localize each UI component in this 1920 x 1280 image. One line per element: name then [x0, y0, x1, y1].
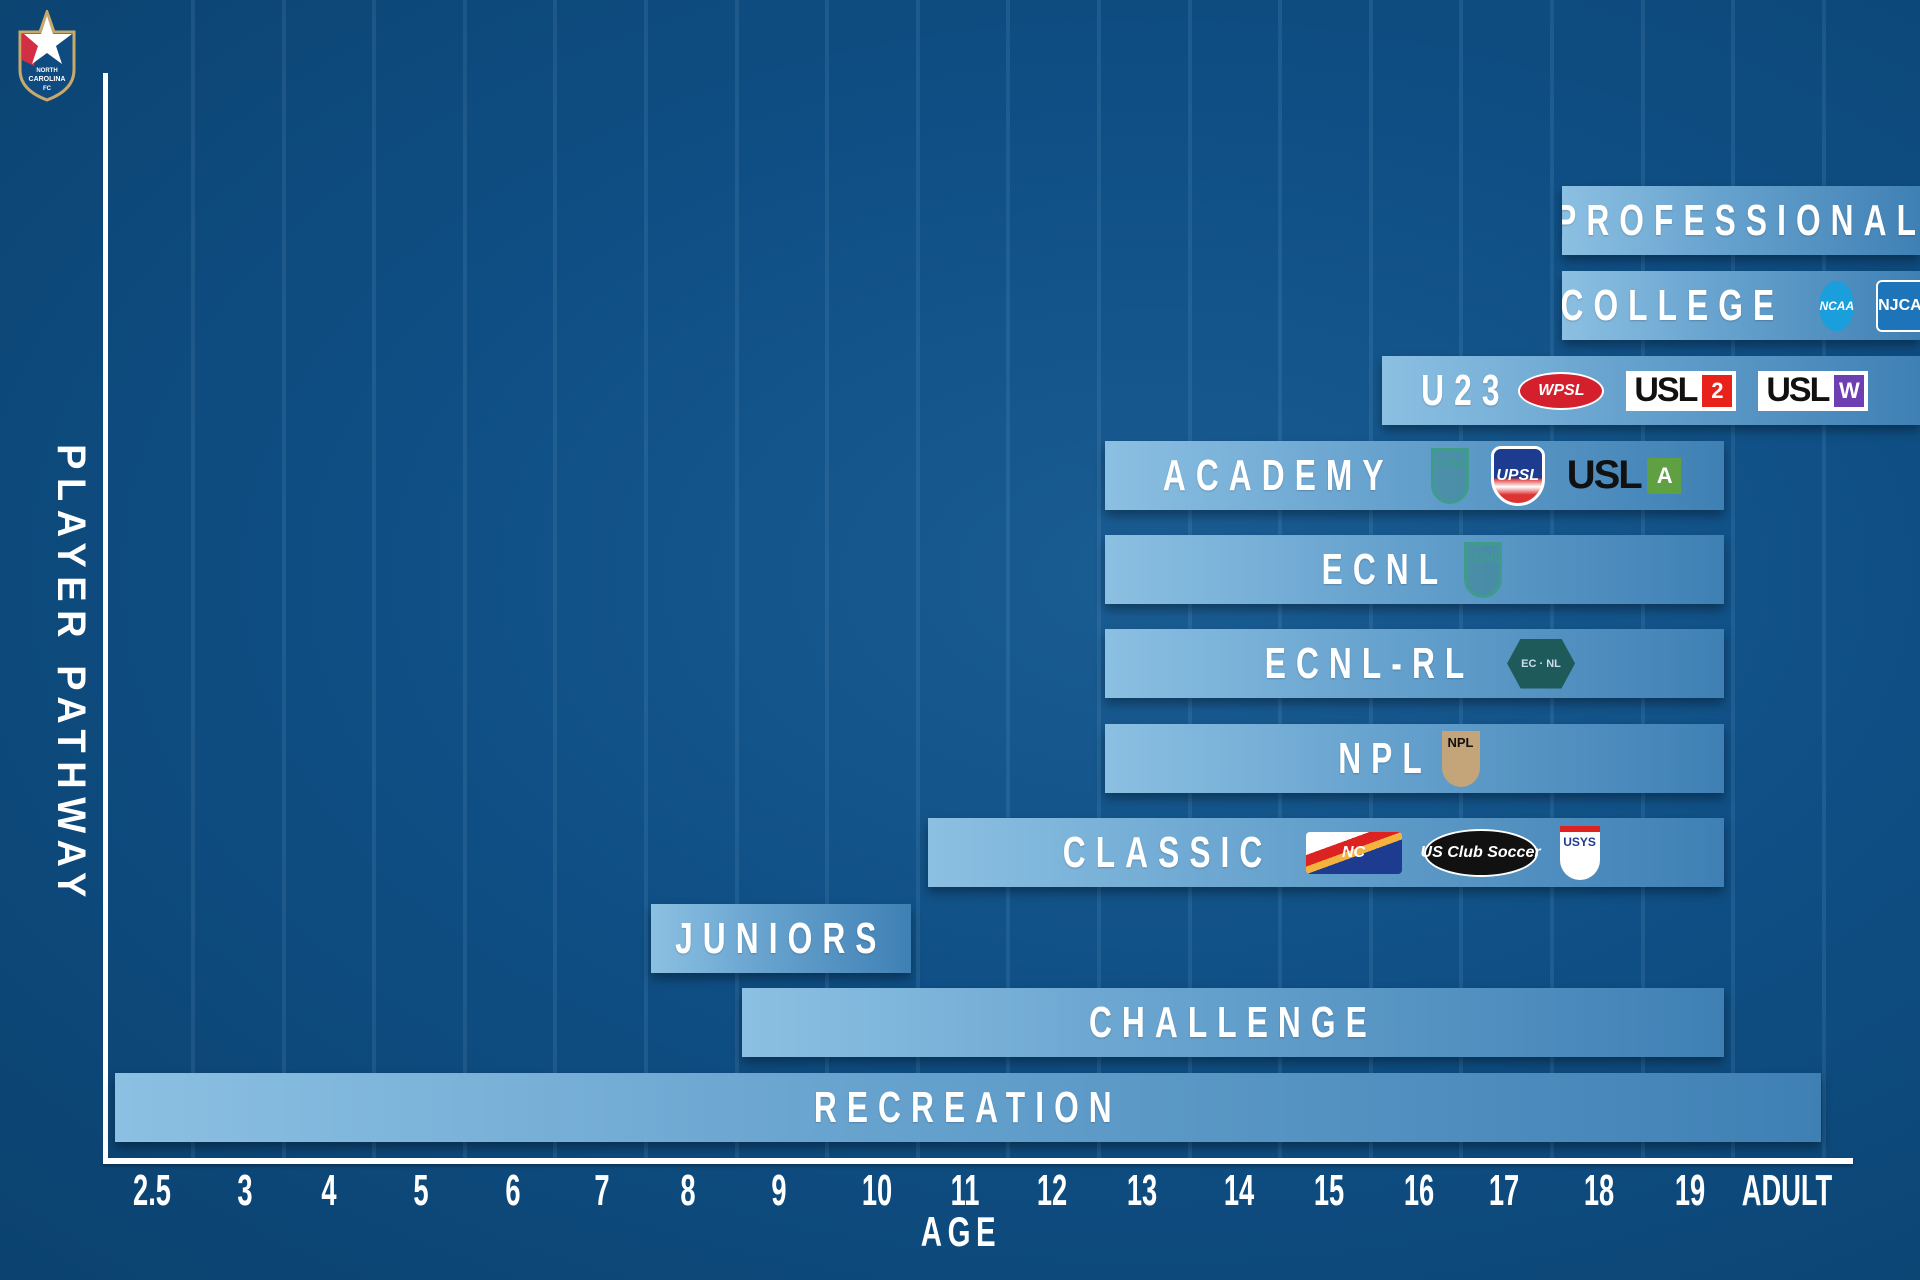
logo-text: NPL — [1447, 734, 1474, 750]
bar-label: JUNIORS — [675, 913, 887, 963]
x-tick-label: 11 — [950, 1166, 980, 1215]
ncaa-logo: NCAA — [1819, 280, 1855, 331]
logo-text: USL — [1634, 371, 1698, 409]
nc-youth-soccer-logo: NC — [1305, 831, 1402, 874]
gridline — [553, 0, 558, 1160]
usl2-logo: USL 2 — [1626, 370, 1737, 411]
logo-badge: A — [1646, 457, 1681, 494]
x-tick-label: 10 — [861, 1166, 893, 1215]
logo-text: EC · NL — [1521, 657, 1561, 670]
ecnl-logo: ECNL — [1464, 541, 1503, 598]
bar-label: ACADEMY — [1163, 450, 1394, 500]
bar-challenge: CHALLENGE — [742, 988, 1724, 1057]
bar-u23: U23 WPSL USL 2 USL W — [1382, 356, 1920, 425]
upsl-logo: UPSL — [1490, 445, 1545, 506]
x-axis-title: AGE — [920, 1208, 1002, 1255]
ecnl-logo: ECNL — [1430, 447, 1469, 504]
x-tick-label: 14 — [1223, 1166, 1255, 1215]
uslw-logo: USL W — [1758, 370, 1869, 411]
x-tick-label: 7 — [594, 1166, 610, 1215]
logo-text: WPSL — [1538, 381, 1585, 399]
logo-text: USYS — [1563, 834, 1596, 849]
ecnl-rl-logo: EC · NL — [1507, 638, 1576, 689]
wpsl-logo: WPSL — [1518, 371, 1605, 410]
x-tick-label: 17 — [1488, 1166, 1520, 1215]
bar-ecnl-rl: ECNL-RL EC · NL — [1105, 629, 1724, 698]
x-tick-label: 16 — [1403, 1166, 1435, 1215]
x-tick-label: 2.5 — [133, 1166, 171, 1215]
x-tick-label: 15 — [1313, 1166, 1345, 1215]
gridline — [1821, 0, 1826, 1160]
logo-badge: W — [1834, 374, 1865, 407]
x-tick-label: 5 — [413, 1166, 429, 1215]
gridline — [1731, 0, 1736, 1160]
logo-text: UPSL — [1496, 466, 1540, 484]
bar-classic: CLASSIC NC US Club Soccer USYS — [928, 818, 1724, 887]
x-tick-label: 8 — [680, 1166, 696, 1215]
bar-label: PROFESSIONAL — [1562, 195, 1920, 245]
x-tick-label: 6 — [505, 1166, 521, 1215]
x-axis-line — [103, 1158, 1853, 1164]
gridline — [915, 0, 920, 1160]
bar-label: COLLEGE — [1562, 280, 1784, 330]
gridline — [825, 0, 830, 1160]
logo-text: NC — [1342, 843, 1366, 861]
logo-text: NJCAA — [1878, 296, 1920, 314]
logo-text: ECNL — [1430, 454, 1469, 471]
logo-text: USL — [1566, 453, 1643, 497]
svg-text:NORTH: NORTH — [36, 68, 57, 74]
x-tick-label: 12 — [1036, 1166, 1068, 1215]
bar-label: CHALLENGE — [1089, 997, 1377, 1047]
bar-label: ECNL-RL — [1264, 638, 1475, 688]
npl-logo: NPL — [1441, 730, 1480, 787]
gridline — [734, 0, 739, 1160]
bar-juniors: JUNIORS — [651, 904, 911, 973]
svg-text:FC: FC — [43, 86, 52, 92]
y-axis-line — [103, 73, 108, 1163]
bar-label: ECNL — [1321, 544, 1448, 594]
svg-text:CAROLINA: CAROLINA — [29, 76, 66, 83]
logo-badge: 2 — [1702, 374, 1733, 407]
x-tick-label: 4 — [321, 1166, 337, 1215]
x-tick-label: 9 — [771, 1166, 787, 1215]
x-tick-label: 3 — [237, 1166, 253, 1215]
bar-recreation: RECREATION — [115, 1073, 1821, 1142]
usys-logo: USYS — [1559, 825, 1600, 880]
bar-college: COLLEGE NCAA NJCAA — [1562, 271, 1920, 340]
x-tick-label: 13 — [1126, 1166, 1158, 1215]
gridline — [191, 0, 195, 1160]
bar-label: CLASSIC — [1063, 827, 1273, 877]
bar-label: NPL — [1337, 733, 1432, 783]
gridline — [1097, 0, 1101, 1160]
usla-logo: USL A — [1567, 453, 1681, 498]
bar-npl: NPL NPL — [1105, 724, 1724, 793]
north-carolina-fc-crest-logo: NORTH CAROLINA FC — [18, 10, 76, 102]
gridline — [1006, 0, 1011, 1160]
logo-text: NCAA — [1819, 298, 1855, 313]
logo-text: ECNL — [1464, 548, 1503, 565]
njcaa-logo: NJCAA — [1876, 279, 1920, 332]
logo-text: US Club Soccer — [1420, 843, 1541, 861]
bar-ecnl: ECNL ECNL — [1105, 535, 1724, 604]
bar-label: U23 — [1420, 365, 1510, 415]
x-tick-label: 19 — [1674, 1166, 1706, 1215]
logo-text: USL — [1766, 371, 1830, 409]
gridline — [462, 0, 467, 1160]
bar-label: RECREATION — [814, 1082, 1122, 1132]
gridline — [372, 0, 377, 1160]
gridline — [281, 0, 286, 1160]
gridline — [644, 0, 648, 1160]
x-tick-label: ADULT — [1741, 1166, 1833, 1215]
bar-professional: PROFESSIONAL — [1562, 186, 1920, 255]
us-club-soccer-logo: US Club Soccer — [1420, 828, 1541, 877]
y-axis-title: PLAYER PATHWAY — [49, 444, 93, 906]
bar-academy: ACADEMY ECNL UPSL USL A — [1105, 441, 1724, 510]
x-tick-label: 18 — [1583, 1166, 1615, 1215]
